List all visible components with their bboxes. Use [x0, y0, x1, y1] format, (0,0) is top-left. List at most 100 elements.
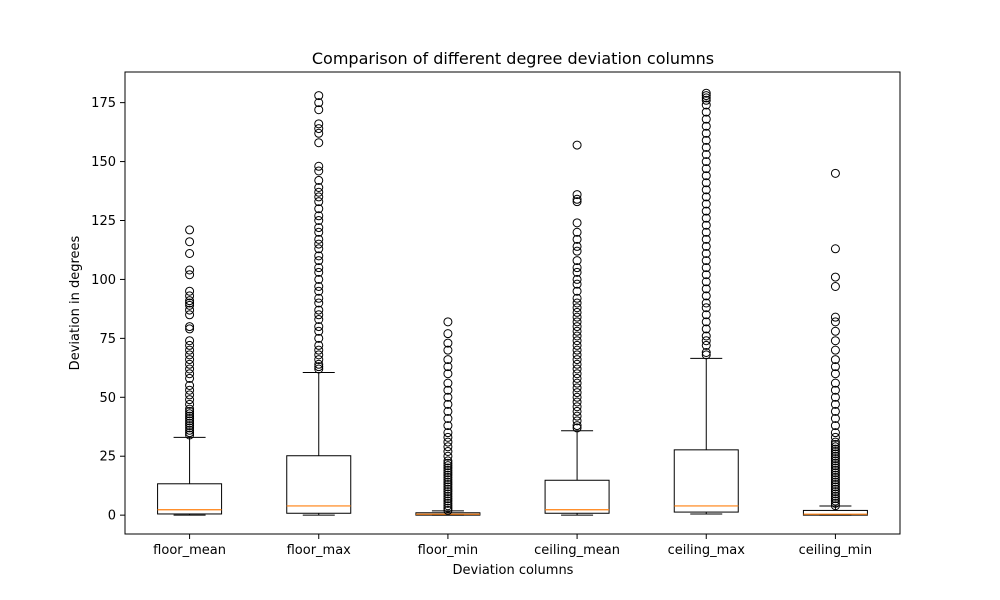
outlier-point	[572, 331, 582, 341]
outlier-point	[830, 463, 840, 473]
outlier-point	[572, 359, 582, 369]
outlier-point	[443, 392, 453, 402]
outlier-point	[314, 244, 324, 254]
outlier-point	[443, 468, 453, 478]
outlier-point	[185, 286, 195, 296]
outlier-point	[443, 456, 453, 466]
outlier-point	[830, 362, 840, 372]
outlier-point	[314, 326, 324, 336]
outlier-point	[572, 416, 582, 426]
outlier-point	[314, 251, 324, 261]
outlier-point	[185, 416, 195, 426]
outlier-point	[443, 406, 453, 416]
outlier-point	[443, 480, 453, 489]
outlier-point	[185, 414, 195, 423]
outlier-point	[830, 451, 840, 461]
outlier-point	[185, 336, 195, 346]
outlier-point	[830, 442, 840, 452]
outlier-point	[830, 456, 840, 466]
outlier-point	[830, 461, 840, 471]
outlier-point	[185, 340, 195, 350]
outlier-point	[314, 274, 324, 284]
outlier-point	[830, 369, 840, 379]
outlier-point	[185, 399, 195, 409]
outlier-point	[314, 286, 324, 296]
outlier-point	[572, 383, 582, 393]
outlier-point	[572, 322, 582, 332]
outlier-point	[185, 395, 195, 405]
outlier-point	[443, 432, 453, 442]
outlier-point	[701, 142, 711, 152]
outlier-point	[830, 326, 840, 336]
outlier-point	[572, 298, 582, 308]
outlier-point	[830, 491, 840, 501]
outlier-point	[314, 192, 324, 202]
outlier-point	[185, 373, 195, 383]
y-tick-label: 125	[91, 214, 116, 229]
outlier-point	[443, 447, 453, 456]
outlier-point	[701, 348, 711, 357]
outlier-point	[701, 249, 711, 258]
outlier-point	[830, 385, 840, 395]
box-floor_max	[286, 455, 352, 514]
outlier-point	[185, 411, 195, 421]
outlier-point	[314, 340, 324, 350]
outlier-point	[830, 392, 840, 402]
outlier-point	[701, 114, 711, 124]
outlier-point	[572, 406, 582, 416]
outlier-point	[443, 498, 453, 508]
outlier-point	[314, 138, 324, 148]
outlier-point	[314, 345, 324, 355]
outlier-point	[185, 421, 195, 431]
outlier-point	[830, 378, 840, 388]
outlier-point	[185, 404, 195, 414]
outlier-point	[185, 270, 195, 280]
outlier-point	[830, 444, 840, 454]
y-tick-label: 25	[99, 450, 116, 465]
plot-area: 0 25 50 75 100 125 150 175 floor_mean floor_max fl…	[91, 71, 901, 558]
outlier-point	[701, 310, 711, 320]
y-tick-label: 175	[91, 96, 116, 111]
outlier-point	[701, 91, 711, 101]
outlier-point	[830, 406, 840, 416]
outlier-point	[443, 442, 453, 452]
outlier-point	[314, 187, 324, 197]
outlier-point	[314, 227, 324, 237]
outlier-point	[314, 204, 324, 214]
outlier-point	[314, 267, 324, 277]
outlier-point	[572, 234, 582, 244]
outlier-point	[314, 364, 324, 374]
outlier-point	[701, 88, 711, 98]
outlier-point	[830, 472, 840, 482]
outlier-point	[572, 397, 582, 407]
outlier-point	[443, 491, 453, 501]
outlier-point	[701, 213, 711, 223]
outlier-point	[572, 345, 582, 355]
outlier-point	[443, 489, 453, 499]
outlier-point	[443, 484, 453, 494]
outlier-point	[701, 93, 711, 103]
outlier-point	[830, 336, 840, 346]
outlier-point	[443, 477, 453, 487]
outlier-point	[443, 482, 453, 492]
outlier-point	[443, 329, 453, 339]
outlier-point	[443, 470, 453, 480]
outlier-point	[830, 484, 840, 494]
outlier-point	[701, 220, 711, 230]
outlier-point	[314, 166, 324, 176]
outlier-point	[314, 362, 324, 372]
outlier-point	[830, 447, 840, 456]
outlier-point	[572, 256, 582, 266]
outlier-point	[572, 369, 582, 379]
outlier-point	[572, 274, 582, 284]
outlier-point	[185, 305, 195, 315]
box-ceiling_max	[673, 449, 739, 513]
outlier-point	[443, 472, 453, 482]
outlier-point	[830, 428, 840, 438]
y-axis-label: Deviation in degrees	[68, 235, 83, 370]
outlier-point	[830, 480, 840, 489]
outlier-point	[185, 300, 195, 310]
outlier-point	[443, 362, 453, 372]
outlier-point	[314, 161, 324, 171]
outlier-point	[185, 249, 195, 258]
